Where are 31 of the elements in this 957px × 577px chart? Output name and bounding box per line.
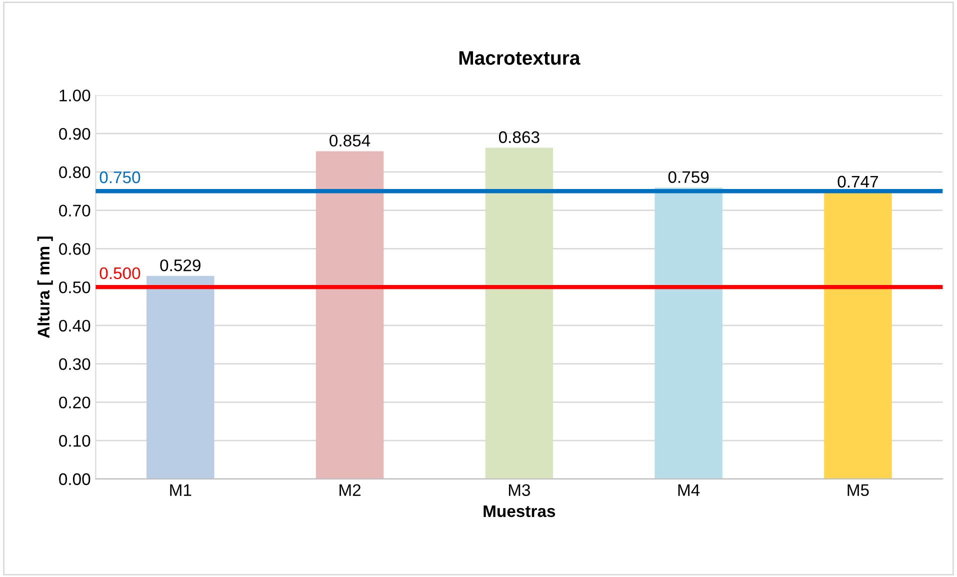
x-tick-label: M5 bbox=[848, 484, 869, 496]
y-tick-label: 0.70 bbox=[59, 204, 90, 217]
x-tick-label: M4 bbox=[678, 484, 700, 496]
y-axis-title: Altura [ mm ] bbox=[37, 236, 53, 338]
ref-line-label: 0.750 bbox=[100, 171, 140, 184]
bar bbox=[824, 192, 892, 479]
data-label: 0.529 bbox=[160, 259, 200, 272]
bar bbox=[316, 151, 384, 479]
y-tick-label: 0.80 bbox=[59, 166, 90, 178]
y-tick-label: 1.00 bbox=[60, 90, 90, 102]
bar bbox=[146, 276, 214, 479]
bar bbox=[485, 148, 554, 479]
ref-line-label: 0.500 bbox=[100, 267, 140, 280]
y-tick-label: 0.50 bbox=[59, 281, 90, 294]
bar bbox=[654, 188, 722, 479]
chart-title: Macrotextura bbox=[459, 51, 580, 65]
x-tick-label: M3 bbox=[508, 484, 530, 496]
x-tick-label: M1 bbox=[170, 484, 192, 496]
y-tick-label: 0.90 bbox=[59, 128, 90, 140]
y-tick-label: 0.20 bbox=[59, 396, 90, 408]
y-tick-label: 0.30 bbox=[59, 358, 90, 370]
x-tick-label: M2 bbox=[340, 484, 361, 496]
x-axis-title: Muestras bbox=[484, 505, 556, 518]
y-tick-label: 0.00 bbox=[59, 473, 90, 486]
y-tick-label: 0.40 bbox=[59, 320, 90, 332]
data-label: 0.854 bbox=[330, 134, 370, 147]
data-label: 0.863 bbox=[498, 131, 540, 144]
data-label: 0.759 bbox=[668, 171, 709, 183]
y-tick-label: 0.60 bbox=[59, 243, 90, 255]
y-tick-label: 0.10 bbox=[59, 434, 90, 447]
data-label: 0.747 bbox=[838, 176, 878, 188]
